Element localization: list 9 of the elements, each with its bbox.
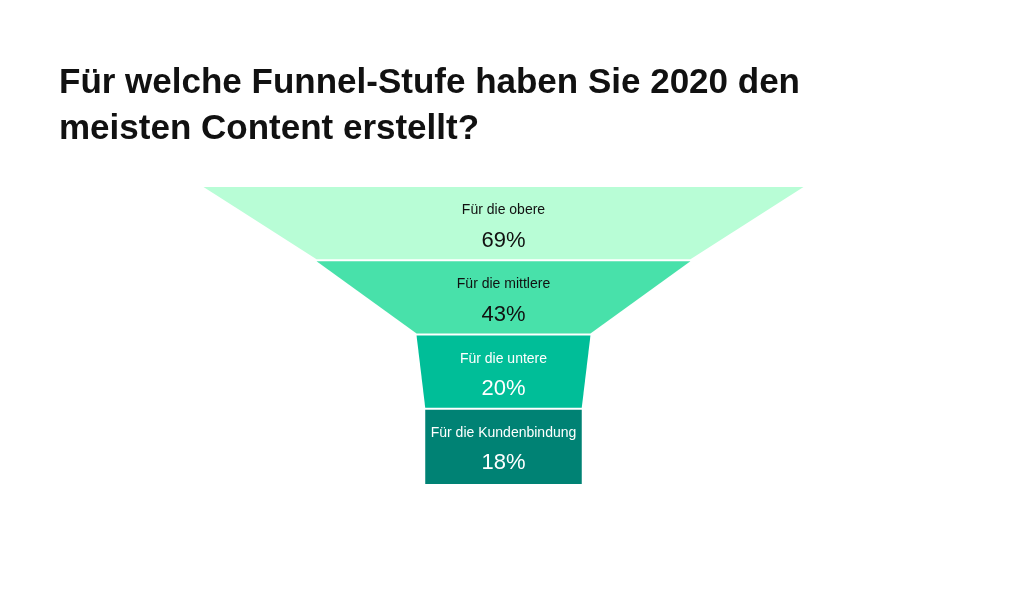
category-label: Für die mittlere	[456, 275, 551, 292]
data-label: 43%	[481, 300, 526, 326]
category-label: Für die Kundenbindung	[430, 423, 577, 440]
category-label: Für die obere	[461, 201, 546, 217]
data-label: 69%	[481, 226, 526, 252]
text: Für welche Funnel-Stufe haben Sie 2020 den meisten Content erstellt?	[59, 60, 810, 146]
data-label: 20%	[481, 375, 526, 400]
category-label: Für die untere	[459, 349, 548, 366]
data-label: 18%	[481, 449, 526, 475]
